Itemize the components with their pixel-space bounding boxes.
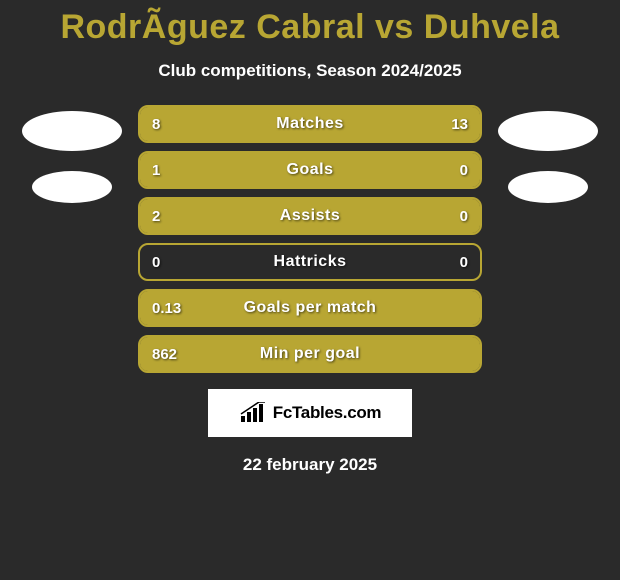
bar-fill-left xyxy=(140,199,398,233)
avatar-col-right xyxy=(498,111,598,203)
stats-area: 8 Matches 13 1 Goals 0 2 Assists 0 0 Hattricks 0 0.1… xyxy=(10,105,610,373)
date-label: 22 february 2025 xyxy=(243,455,377,475)
stat-value-right: 0 xyxy=(460,254,468,271)
stat-label: Matches xyxy=(276,115,344,133)
stat-label: Hattricks xyxy=(274,253,347,271)
stat-row: 862 Min per goal xyxy=(138,335,482,373)
stat-value-right: 0 xyxy=(460,208,468,225)
stat-row: 8 Matches 13 xyxy=(138,105,482,143)
stat-value-left: 1 xyxy=(152,162,160,179)
stat-row: 0.13 Goals per match xyxy=(138,289,482,327)
player-avatar-left-2 xyxy=(32,171,112,203)
stat-label: Goals xyxy=(287,161,334,179)
logo-text: FcTables.com xyxy=(273,403,382,423)
page-title: RodrÃ­guez Cabral vs Duhvela xyxy=(60,8,559,47)
chart-icon xyxy=(239,402,267,424)
stat-label: Min per goal xyxy=(260,345,360,363)
brand-logo: FcTables.com xyxy=(208,389,412,437)
stat-row: 2 Assists 0 xyxy=(138,197,482,235)
bars-col: 8 Matches 13 1 Goals 0 2 Assists 0 0 Hattricks 0 0.1… xyxy=(138,105,482,373)
page-subtitle: Club competitions, Season 2024/2025 xyxy=(158,61,461,81)
stat-value-left: 2 xyxy=(152,208,160,225)
stat-value-right: 13 xyxy=(451,116,468,133)
stat-label: Assists xyxy=(280,207,340,225)
player-avatar-right-1 xyxy=(498,111,598,151)
stat-value-left: 0 xyxy=(152,254,160,271)
player-avatar-left-1 xyxy=(22,111,122,151)
bar-fill-left xyxy=(140,153,395,187)
stat-value-left: 862 xyxy=(152,346,177,363)
stat-row: 1 Goals 0 xyxy=(138,151,482,189)
stat-row: 0 Hattricks 0 xyxy=(138,243,482,281)
player-avatar-right-2 xyxy=(508,171,588,203)
stat-value-left: 8 xyxy=(152,116,160,133)
avatar-col-left xyxy=(22,111,122,203)
stat-value-right: 0 xyxy=(460,162,468,179)
stat-label: Goals per match xyxy=(244,299,377,317)
stat-value-left: 0.13 xyxy=(152,300,181,317)
